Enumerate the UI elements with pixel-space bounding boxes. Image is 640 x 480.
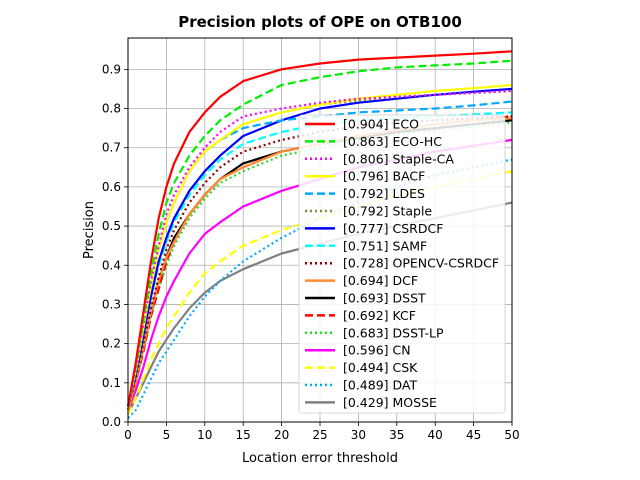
x-tick-label: 15	[236, 428, 251, 442]
y-tick-label: 0.3	[102, 297, 121, 311]
x-tick-label: 45	[466, 428, 481, 442]
y-tick-label: 0.9	[102, 62, 121, 76]
series-line-staple-ca	[126, 89, 513, 407]
series-line-eco	[126, 50, 513, 407]
x-tick-label: 20	[274, 428, 289, 442]
y-tick-label: 0.2	[102, 337, 121, 351]
legend-label-dsst: [0.693] DSST	[343, 291, 426, 306]
x-tick-label: 35	[389, 428, 404, 442]
y-tick-label: 0.1	[102, 376, 121, 390]
legend-label-bacf: [0.796] BACF	[343, 169, 425, 184]
chart-title: Precision plots of OPE on OTB100	[178, 13, 462, 31]
axis-ticks: 0 5 10 15 20 25 30 35 40 45 50 0.0 0.1 0.2 0.3 0.4 0.5 0.…	[102, 62, 520, 442]
series-line-dat	[127, 158, 513, 419]
series-line-eco-hc	[126, 59, 513, 407]
legend-label-dat: [0.489] DAT	[343, 378, 417, 393]
series-line-csrdcf	[126, 87, 513, 407]
legend-label-ldes: [0.792] LDES	[343, 186, 425, 201]
legend-label-opencv-csrdcf: [0.728] OPENCV-CSRDCF	[343, 256, 499, 271]
x-tick-label: 5	[163, 428, 171, 442]
x-axis-label: Location error threshold	[242, 451, 398, 466]
legend-label-staple-ca: [0.806] Staple-CA	[343, 151, 454, 166]
legend-label-dsst-lp: [0.683] DSST-LP	[343, 325, 444, 340]
legend-label-cn: [0.596] CN	[343, 343, 411, 358]
y-tick-label: 0.4	[102, 258, 121, 272]
legend-label-csk: [0.494] CSK	[343, 360, 418, 375]
y-tick-label: 0.8	[102, 102, 121, 116]
y-tick-label: 0.6	[102, 180, 121, 194]
legend-box	[298, 114, 506, 414]
legend-label-mosse: [0.429] MOSSE	[343, 395, 437, 410]
x-tick-label: 50	[504, 428, 519, 442]
x-tick-label: 30	[351, 428, 366, 442]
x-tick-label: 40	[428, 428, 443, 442]
legend-label-eco: [0.904] ECO	[343, 117, 419, 132]
x-tick-label: 0	[124, 428, 132, 442]
legend-label-kcf: [0.692] KCF	[343, 308, 416, 323]
x-tick-label: 10	[197, 428, 212, 442]
legend-label-csrdcf: [0.777] CSRDCF	[343, 221, 443, 236]
legend: [0.904] ECO [0.863] ECO-HC [0.806] Staple-…	[298, 114, 506, 414]
x-tick-label: 25	[312, 428, 327, 442]
y-axis-label: Precision	[82, 201, 97, 259]
legend-label-eco-hc: [0.863] ECO-HC	[343, 134, 442, 149]
y-tick-label: 0.5	[102, 219, 121, 233]
legend-label-samf: [0.751] SAMF	[343, 238, 427, 253]
y-tick-label: 0.0	[102, 415, 121, 429]
legend-label-staple: [0.792] Staple	[343, 204, 432, 219]
y-tick-label: 0.7	[102, 141, 121, 155]
legend-label-dcf: [0.694] DCF	[343, 273, 418, 288]
